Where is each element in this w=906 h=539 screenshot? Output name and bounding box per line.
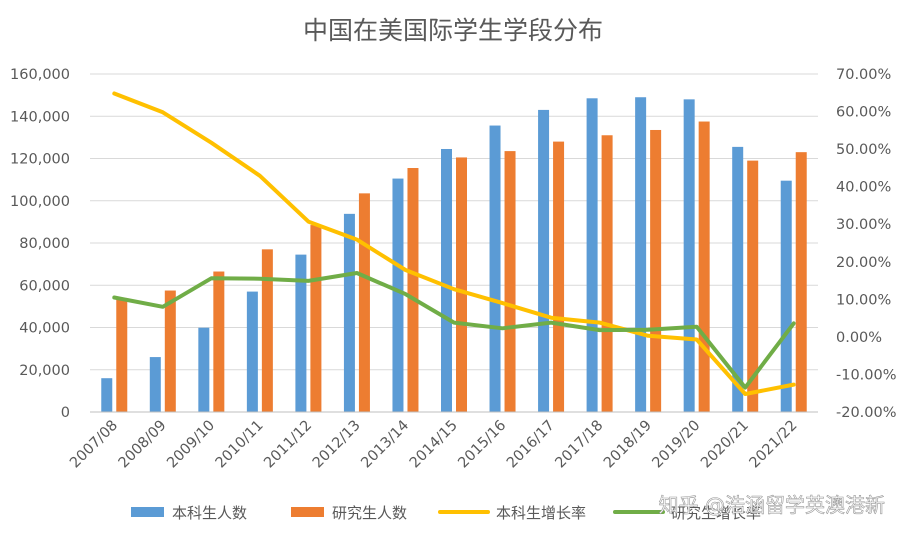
- bar-graduate: [407, 168, 419, 412]
- watermark: 知乎 @浩涵留学英澳港新: [659, 493, 885, 517]
- bar-undergraduate: [295, 254, 307, 412]
- y-right-tick-label: 40.00%: [836, 180, 891, 196]
- y-left-tick-label: 120,000: [10, 152, 70, 168]
- x-tick-label: 2009/10: [164, 418, 218, 472]
- legend-label: 本科生增长率: [496, 504, 586, 522]
- x-tick-label: 2020/21: [698, 418, 752, 472]
- legend-label: 研究生人数: [332, 504, 407, 522]
- y-left-tick-label: 80,000: [19, 236, 70, 252]
- bar-graduate: [358, 193, 370, 412]
- y-right-tick-label: 0.00%: [836, 330, 882, 346]
- x-tick-label: 2019/20: [650, 418, 704, 472]
- x-tick-label: 2011/12: [261, 418, 315, 472]
- legend-label: 研究生增长率: [671, 504, 761, 522]
- y-right-tick-label: 30.00%: [836, 217, 891, 233]
- x-tick-label: 2015/16: [455, 418, 509, 472]
- bar-graduate: [504, 151, 516, 412]
- bar-graduate: [310, 225, 322, 412]
- bar-graduate: [650, 129, 662, 412]
- y-left-tick-label: 60,000: [19, 278, 70, 294]
- x-tick-label: 2021/22: [747, 418, 801, 472]
- x-tick-label: 2012/13: [310, 418, 364, 472]
- x-tick-label: 2014/15: [407, 418, 461, 472]
- x-tick-label: 2013/14: [358, 418, 412, 472]
- line-undergraduate-growth: [112, 91, 796, 396]
- bar-graduate: [698, 121, 710, 412]
- bar-graduate: [795, 152, 807, 412]
- y-right-tick-label: -20.00%: [836, 405, 897, 421]
- bar-undergraduate: [586, 98, 598, 412]
- y-right-tick-label: 50.00%: [836, 142, 891, 158]
- bar-undergraduate: [683, 99, 695, 412]
- y-right-tick-label: 60.00%: [836, 105, 891, 121]
- legend-swatch: [291, 507, 324, 517]
- x-tick-label: 2008/09: [116, 418, 170, 472]
- bar-undergraduate: [343, 213, 355, 412]
- bar-undergraduate: [489, 125, 501, 413]
- bar-graduate: [747, 160, 759, 412]
- x-tick-label: 2016/17: [504, 418, 558, 472]
- bar-undergraduate: [101, 378, 113, 412]
- x-tick-label: 2010/11: [213, 418, 267, 472]
- line-series: [112, 91, 796, 396]
- line-graduate-growth: [112, 271, 796, 390]
- bar-graduate: [601, 135, 613, 412]
- y-left-tick-label: 40,000: [19, 321, 70, 337]
- bar-series: [101, 97, 807, 413]
- bar-undergraduate: [246, 291, 258, 412]
- y-left-tick-label: 140,000: [10, 109, 70, 125]
- y-right-tick-label: 70.00%: [836, 67, 891, 83]
- y-right-tick-label: 20.00%: [836, 255, 891, 271]
- x-tick-label: 2018/19: [601, 418, 655, 472]
- bar-undergraduate: [538, 109, 550, 412]
- gridlines: [90, 73, 818, 413]
- bar-undergraduate: [441, 148, 452, 412]
- y-left-tick-label: 0: [61, 405, 70, 421]
- y-left-tick-label: 160,000: [10, 67, 70, 83]
- bar-undergraduate: [635, 97, 647, 413]
- bar-graduate: [261, 249, 273, 412]
- bar-graduate: [116, 297, 128, 412]
- bar-graduate: [164, 290, 176, 412]
- bar-undergraduate: [732, 146, 744, 412]
- bar-undergraduate: [149, 357, 161, 412]
- x-tick-label: 2007/08: [67, 418, 121, 472]
- bar-graduate: [553, 141, 565, 412]
- y-right-tick-label: -10.00%: [836, 367, 897, 383]
- x-tick-label: 2017/18: [553, 418, 607, 472]
- y-left-tick-label: 20,000: [19, 363, 70, 379]
- bar-undergraduate: [198, 327, 210, 412]
- legend-label: 本科生人数: [172, 504, 247, 522]
- y-right-tick-label: 10.00%: [836, 292, 891, 308]
- bar-undergraduate: [780, 180, 792, 412]
- legend: 本科生人数 研究生人数 本科生增长率 研究生增长率: [131, 504, 761, 522]
- bar-graduate: [456, 157, 467, 412]
- chart-title: 中国在美国际学生学段分布: [303, 16, 603, 45]
- y-left-tick-label: 100,000: [10, 194, 70, 210]
- axes: 0 20,000 40,000 60,000 80,000 100,000 120,000 1…: [10, 67, 897, 471]
- legend-swatch: [131, 507, 164, 517]
- bar-graduate: [213, 271, 225, 412]
- bar-undergraduate: [392, 178, 404, 412]
